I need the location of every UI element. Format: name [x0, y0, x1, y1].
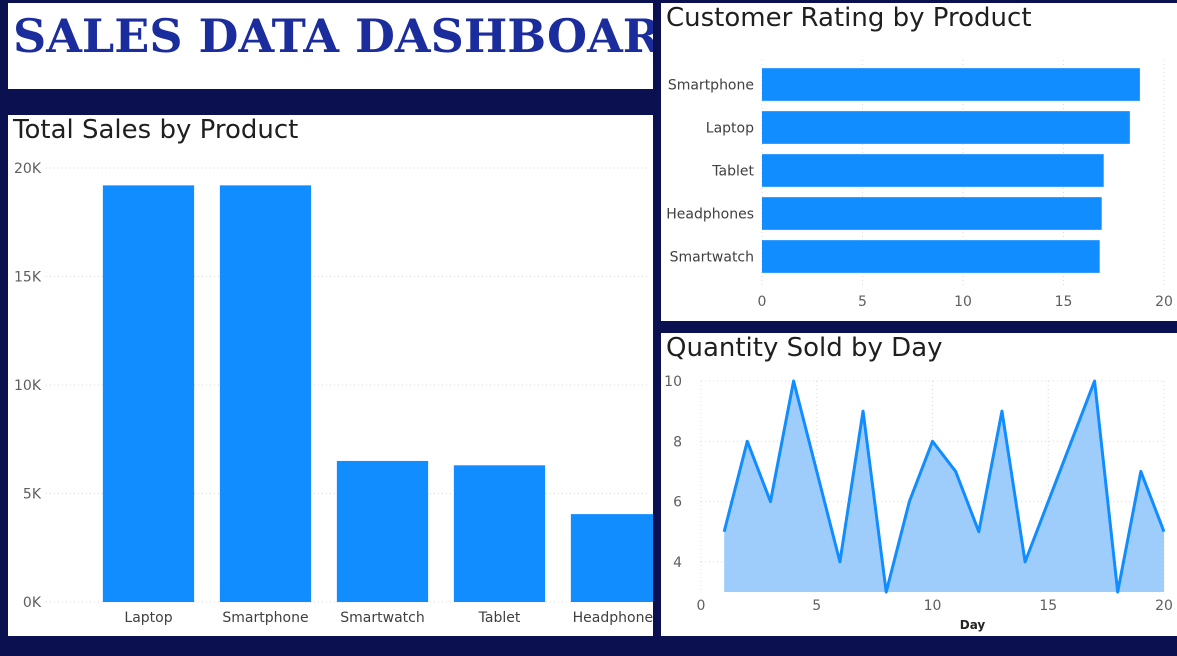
- bar: [762, 111, 1130, 144]
- y-tick-label: 4: [673, 555, 682, 571]
- y-tick-label: 6: [673, 495, 682, 511]
- y-tick-label: 10K: [14, 378, 42, 394]
- total-sales-panel: Total Sales by Product 0K 5K 10K 15K 20K Lapt…: [8, 115, 653, 636]
- x-tick-label: 20: [1155, 294, 1173, 310]
- customer-rating-chart-title: Customer Rating by Product: [666, 3, 1032, 33]
- x-tick-label: 5: [812, 598, 821, 614]
- dashboard-title: SALES DATA DASHBOARD: [13, 9, 653, 63]
- x-axis-title: Day: [960, 618, 986, 632]
- y-tick-label: 5K: [23, 487, 42, 503]
- series-line: [722, 379, 1166, 594]
- quantity-by-day-chart-title: Quantity Sold by Day: [666, 333, 943, 363]
- y-tick-label: 20K: [14, 161, 42, 177]
- x-tick-label: 15: [1039, 598, 1057, 614]
- quantity-by-day-panel: Quantity Sold by Day 4 6 8 10 0 5 10 15 20 Day: [661, 333, 1177, 636]
- bar: [762, 154, 1104, 187]
- y-category-label: Headphones: [666, 207, 754, 223]
- total-sales-chart-title: Total Sales by Product: [13, 115, 299, 145]
- y-tick-label: 8: [673, 434, 682, 450]
- bar: [762, 68, 1140, 101]
- bar: [336, 460, 429, 602]
- area-fill: [724, 381, 1164, 592]
- bar: [762, 240, 1100, 273]
- x-category-label: Headphones: [573, 610, 653, 626]
- bar: [570, 514, 653, 602]
- y-category-label: Smartwatch: [670, 250, 754, 266]
- y-category-label: Tablet: [711, 164, 754, 180]
- x-category-label: Laptop: [124, 610, 172, 626]
- x-tick-label: 20: [1155, 598, 1173, 614]
- y-tick-label: 15K: [14, 270, 42, 286]
- x-tick-label: 15: [1055, 294, 1073, 310]
- x-category-label: Tablet: [478, 610, 521, 626]
- x-category-label: Smartphone: [222, 610, 308, 626]
- bar: [453, 465, 546, 602]
- x-tick-label: 10: [954, 294, 972, 310]
- total-sales-chart: 0K 5K 10K 15K 20K Laptop Smartphone Smartwatch T…: [14, 161, 653, 626]
- bar: [102, 185, 195, 603]
- title-panel: SALES DATA DASHBOARD: [8, 3, 653, 89]
- bar: [219, 185, 312, 603]
- x-tick-label: 0: [758, 294, 767, 310]
- y-category-label: Laptop: [706, 121, 754, 137]
- bar: [762, 197, 1102, 230]
- customer-rating-panel: Customer Rating by Product 0 5 10 15 20 Smart…: [661, 3, 1177, 321]
- x-category-label: Smartwatch: [340, 610, 424, 626]
- x-tick-label: 0: [697, 598, 706, 614]
- customer-rating-chart: 0 5 10 15 20 Smartphone Laptop Tablet Headphones…: [666, 60, 1173, 310]
- y-tick-label: 0K: [23, 595, 42, 611]
- y-category-label: Smartphone: [668, 78, 754, 94]
- y-tick-label: 10: [664, 374, 682, 390]
- quantity-by-day-chart: 4 6 8 10 0 5 10 15 20 Day: [664, 374, 1173, 632]
- x-tick-label: 10: [924, 598, 942, 614]
- x-tick-label: 5: [858, 294, 867, 310]
